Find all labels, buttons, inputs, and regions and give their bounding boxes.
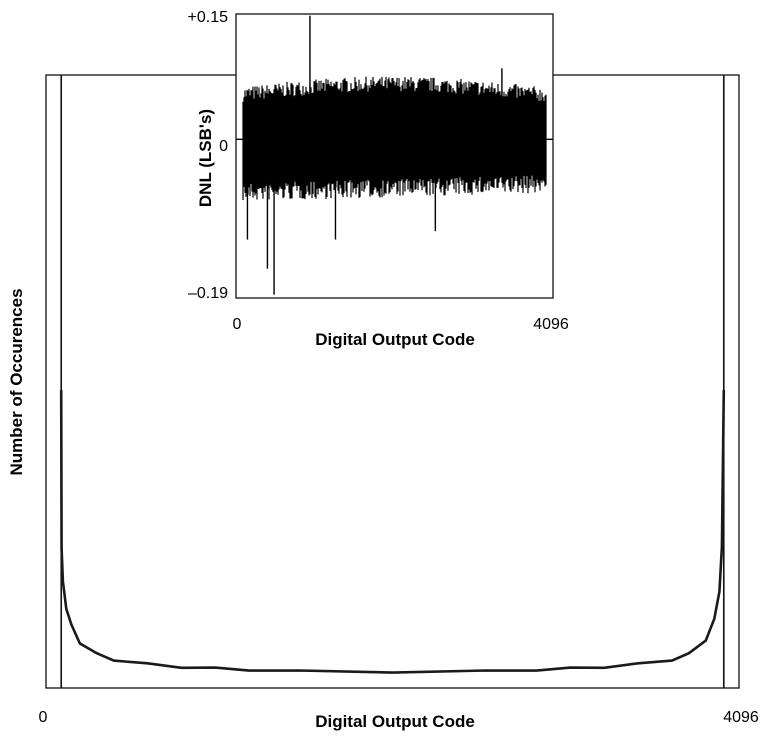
inset-x-axis-label: Digital Output Code (315, 330, 475, 349)
inset-y-tick-min: –0.19 (188, 285, 228, 302)
main-y-axis-label: Number of Occurences (7, 288, 26, 475)
main-x-tick-min: 0 (39, 709, 48, 726)
histogram-curve (59, 389, 726, 674)
inset-plot-frame (235, 13, 554, 299)
main-chart: 0 4096 Digital Output Code Number of Occ… (7, 74, 759, 731)
dnl-spikes (246, 15, 503, 295)
dnl-noise-band (242, 76, 547, 201)
inset-chart: +0.15 0 –0.19 0 4096 Digital Output Code… (188, 9, 569, 349)
main-x-tick-max: 4096 (723, 709, 759, 726)
inset-y-tick-zero: 0 (219, 138, 228, 155)
main-x-axis-label: Digital Output Code (315, 712, 475, 731)
inset-y-axis-label: DNL (LSB's) (196, 109, 215, 207)
inset-x-tick-min: 0 (233, 316, 242, 333)
inset-y-tick-max: +0.15 (188, 9, 229, 26)
inset-x-tick-max: 4096 (533, 316, 569, 333)
